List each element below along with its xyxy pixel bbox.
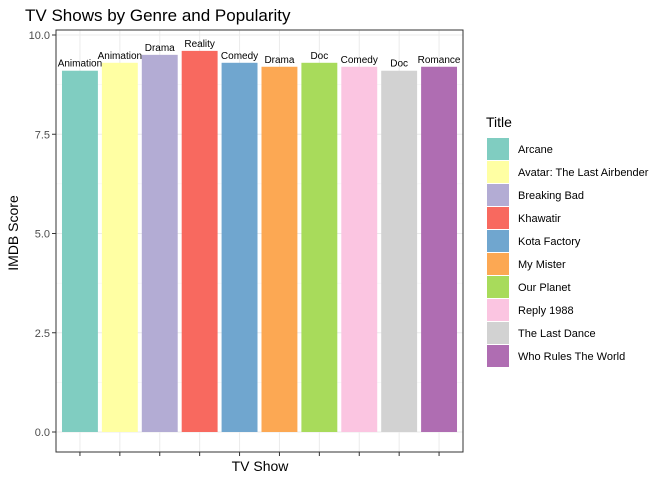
- bar-the-last-dance: [381, 70, 418, 432]
- legend-label: Who Rules The World: [518, 351, 625, 363]
- bar-label: Reality: [184, 39, 215, 50]
- bar-my-mister: [261, 66, 298, 432]
- y-axis-title: IMDB Score: [5, 195, 21, 271]
- bar-label: Animation: [58, 59, 102, 70]
- chart-title: TV Shows by Genre and Popularity: [25, 6, 291, 25]
- bar-breaking-bad: [141, 54, 178, 432]
- bar-khawatir: [181, 50, 218, 432]
- bar-kota-factory: [221, 62, 258, 432]
- legend-key: [487, 161, 509, 183]
- legend-key: [487, 184, 509, 206]
- legend-label: Kota Factory: [518, 236, 581, 248]
- legend-key: [487, 276, 509, 298]
- legend-label: Avatar: The Last Airbender: [518, 167, 649, 179]
- bar-our-planet: [301, 62, 338, 432]
- x-axis-title: TV Show: [232, 458, 290, 474]
- y-tick-label: 5.0: [35, 229, 50, 241]
- legend-key: [487, 230, 509, 252]
- legend-key: [487, 322, 509, 344]
- legend-key: [487, 299, 509, 321]
- legend-key: [487, 345, 509, 367]
- legend-label: Arcane: [518, 144, 553, 156]
- bar-who-rules-the-world: [421, 66, 458, 432]
- legend-label: Our Planet: [518, 282, 571, 294]
- bar-label: Romance: [418, 55, 461, 66]
- bar-label: Doc: [310, 51, 328, 62]
- y-tick-label: 7.5: [35, 129, 50, 141]
- bar-arcane: [61, 70, 98, 432]
- bar-label: Comedy: [341, 55, 378, 66]
- legend-label: The Last Dance: [518, 328, 596, 340]
- y-tick-label: 0.0: [35, 427, 50, 439]
- legend-key: [487, 207, 509, 229]
- legend-label: Khawatir: [518, 213, 561, 225]
- bar-label: Drama: [264, 55, 294, 66]
- bar-label: Drama: [145, 43, 175, 54]
- legend-label: My Mister: [518, 259, 566, 271]
- legend-label: Reply 1988: [518, 305, 574, 317]
- bar-avatar-the-last-airbender: [101, 62, 138, 432]
- y-tick-label: 2.5: [35, 328, 50, 340]
- bar-label: Animation: [98, 51, 142, 62]
- panel-border: [55, 29, 464, 453]
- legend-key: [487, 253, 509, 275]
- bar-label: Doc: [390, 59, 408, 70]
- legend-key: [487, 138, 509, 160]
- bar-reply-1988: [341, 66, 378, 432]
- legend-label: Breaking Bad: [518, 190, 584, 202]
- legend: Title Arcane Avatar: The Last Airbender Br…: [486, 114, 649, 367]
- bar-label: Comedy: [221, 51, 258, 62]
- y-tick-label: 10.0: [29, 30, 50, 42]
- legend-title: Title: [486, 114, 512, 130]
